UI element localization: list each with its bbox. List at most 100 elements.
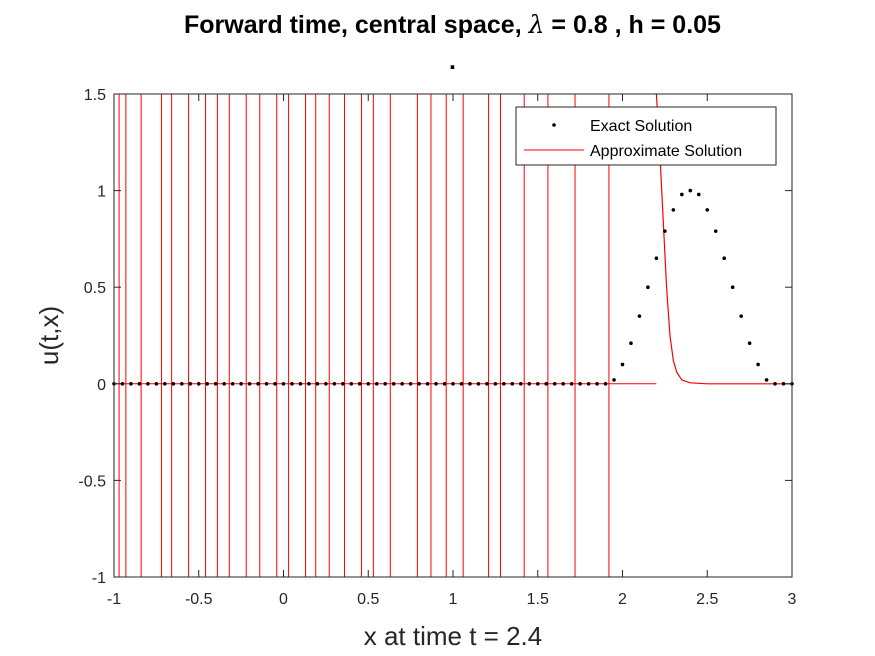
- exact-point: [764, 378, 769, 382]
- axes: -1 -0.5 0 0.5 1 1.5 2 2.5 3 -1 -0.5 0 0.5 1 1.5: [78, 87, 796, 608]
- exact-point: [637, 314, 642, 318]
- exact-point: [663, 229, 667, 233]
- exact-point: [578, 382, 582, 386]
- x-tick-label: 0: [279, 591, 288, 608]
- exact-point: [417, 382, 421, 386]
- exact-point: [247, 382, 252, 386]
- y-tick-label: -0.5: [78, 473, 106, 490]
- plot-area: [114, 94, 792, 577]
- exact-point: [425, 382, 430, 386]
- exact-point: [120, 382, 125, 386]
- y-tick-label: 1.5: [84, 87, 106, 104]
- exact-point: [264, 382, 269, 386]
- exact-point: [408, 382, 413, 386]
- exact-point: [527, 382, 532, 386]
- exact-point: [357, 382, 362, 386]
- exact-point: [400, 382, 404, 386]
- exact-point: [451, 382, 455, 386]
- x-tick-label: -0.5: [185, 591, 213, 608]
- exact-point: [773, 382, 777, 386]
- exact-point: [256, 382, 260, 386]
- exact-point: [730, 285, 735, 290]
- exact-point: [485, 382, 489, 386]
- approx-series: [114, 93, 792, 577]
- exact-series: [112, 188, 794, 386]
- chart-title: Forward time, central space, λ = 0.8 , h…: [184, 10, 721, 39]
- exact-point: [341, 382, 345, 386]
- x-tick-label: 1: [449, 591, 458, 608]
- exact-point: [129, 382, 133, 386]
- exact-point: [671, 208, 676, 212]
- exact-point: [603, 382, 608, 386]
- legend-box: [515, 106, 777, 166]
- x-axis-label: x at time t = 2.4: [364, 621, 542, 651]
- exact-point: [476, 382, 481, 386]
- exact-point: [629, 341, 633, 346]
- x-tick-label: -1: [107, 591, 121, 608]
- y-tick-label: 0.5: [84, 280, 106, 297]
- exact-point: [171, 382, 176, 386]
- plot-background: [114, 94, 792, 577]
- exact-point: [654, 256, 659, 261]
- chart-subtitle: .: [449, 47, 456, 75]
- y-tick-label: 1: [97, 184, 106, 201]
- exact-point: [281, 382, 286, 386]
- y-tick-label: -1: [92, 570, 106, 587]
- exact-point: [544, 382, 549, 386]
- exact-point: [298, 382, 303, 386]
- exact-point: [213, 382, 218, 386]
- legend: Exact Solution Approximate Solution: [515, 106, 777, 166]
- exact-point: [383, 382, 388, 386]
- exact-point: [688, 188, 693, 193]
- x-tick-label: 2.5: [696, 591, 718, 608]
- exact-point: [705, 208, 710, 212]
- x-tick-label: 1.5: [527, 591, 549, 608]
- exact-point: [620, 362, 625, 367]
- exact-point: [188, 382, 193, 386]
- exact-point: [374, 382, 379, 386]
- exact-point: [205, 382, 210, 386]
- exact-point: [349, 382, 354, 386]
- exact-point: [696, 192, 701, 197]
- exact-point: [391, 382, 396, 386]
- exact-point: [781, 382, 786, 386]
- exact-point: [595, 382, 599, 386]
- exact-point: [502, 382, 506, 386]
- y-tick-label: 0: [97, 377, 106, 394]
- exact-point: [307, 382, 311, 386]
- exact-point: [586, 382, 591, 386]
- exact-point: [239, 382, 243, 386]
- exact-point: [510, 382, 515, 386]
- exact-point: [680, 192, 684, 197]
- exact-point: [324, 382, 328, 386]
- exact-point: [569, 382, 574, 386]
- exact-point: [434, 382, 438, 386]
- exact-point: [646, 285, 650, 290]
- exact-point: [493, 382, 498, 386]
- exact-point: [442, 382, 447, 386]
- exact-point: [612, 378, 616, 382]
- exact-point: [747, 341, 752, 346]
- exact-point: [290, 382, 294, 386]
- exact-point: [722, 256, 726, 261]
- exact-point: [468, 382, 472, 386]
- exact-point: [332, 382, 337, 386]
- approx-curve: [655, 93, 792, 385]
- exact-point: [137, 382, 142, 386]
- exact-point: [154, 382, 159, 386]
- exact-point: [163, 382, 167, 386]
- exact-point: [756, 362, 760, 367]
- exact-point: [739, 314, 743, 318]
- x-tick-label: 3: [788, 591, 797, 608]
- exact-point: [146, 382, 150, 386]
- exact-point: [366, 382, 371, 386]
- exact-point: [459, 382, 464, 386]
- x-tick-label: 2: [618, 591, 627, 608]
- exact-point: [180, 382, 184, 386]
- legend-exact-marker: [552, 123, 556, 127]
- legend-approx-label: Approximate Solution: [590, 143, 742, 160]
- exact-point: [552, 382, 557, 386]
- exact-point: [519, 382, 523, 386]
- exact-point: [535, 382, 540, 386]
